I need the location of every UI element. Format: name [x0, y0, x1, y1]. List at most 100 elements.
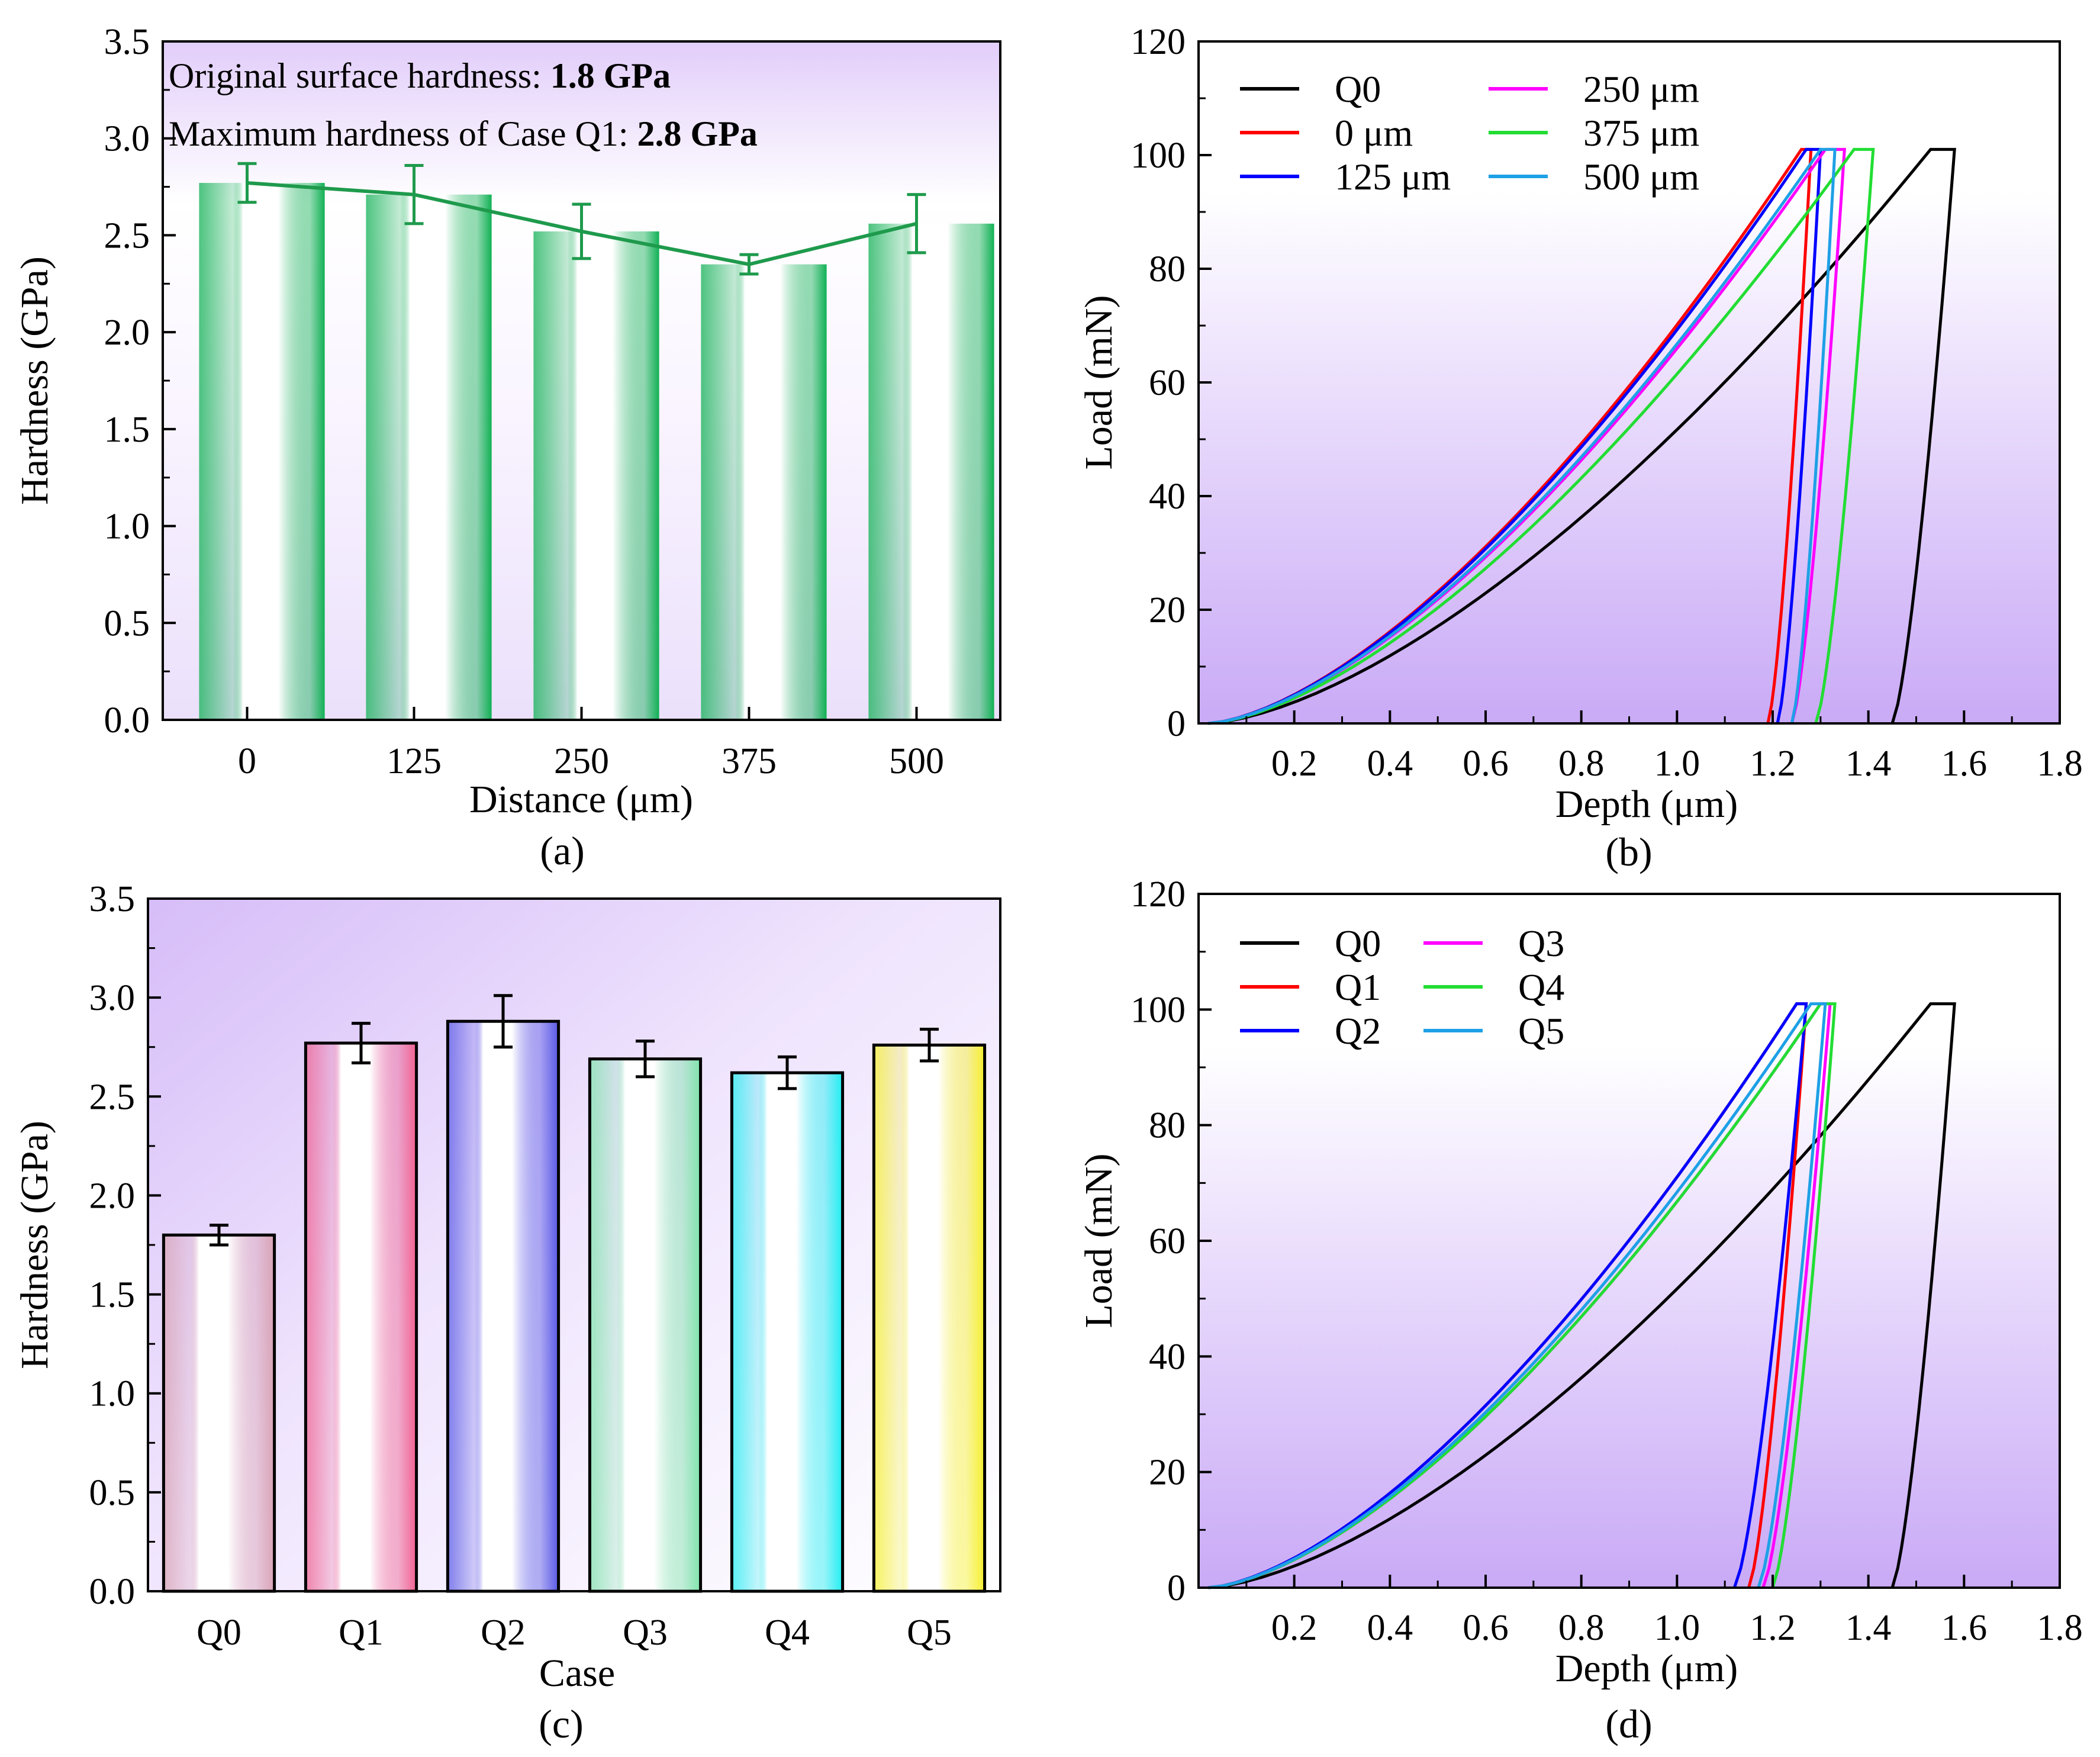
legend-label-125-μm: 125 μm: [1335, 156, 1451, 198]
bar-0: [199, 183, 325, 720]
x-tick-label-Q3: Q3: [623, 1613, 668, 1653]
y-tick-label: 120: [1130, 22, 1186, 62]
panel-a-annotation-1: Original surface hardness: 1.8 GPa: [169, 56, 671, 95]
x-tick-label: 0.2: [1271, 1608, 1318, 1648]
x-tick-label: 1.4: [1845, 744, 1892, 784]
x-tick-label: 1.8: [2037, 1608, 2083, 1648]
x-tick-label: 1.0: [1654, 1608, 1700, 1648]
legend-label-500-μm: 500 μm: [1583, 156, 1699, 198]
x-tick-label-Q2: Q2: [481, 1613, 526, 1653]
x-tick-label-0: 0: [238, 741, 256, 781]
panel-a-annotation-2: Maximum hardness of Case Q1: 2.8 GPa: [169, 114, 758, 153]
legend-label-375-μm: 375 μm: [1583, 112, 1699, 154]
x-tick-label: 1.6: [1941, 1608, 1988, 1648]
legend-label-250-μm: 250 μm: [1583, 68, 1699, 110]
panel-a-x-label: Distance (μm): [469, 778, 693, 821]
legend-label-Q1: Q1: [1335, 966, 1381, 1008]
curve-375-μm: [1207, 147, 1875, 725]
x-tick-label-125: 125: [386, 741, 442, 781]
bar-125: [366, 194, 492, 720]
y-tick-label: 100: [1130, 990, 1186, 1030]
panel-c-y-tick-label: 1.0: [89, 1374, 136, 1414]
y-tick-label: 40: [1149, 1337, 1186, 1377]
bar-Q5: [872, 1043, 987, 1593]
panel-a-bars: [199, 183, 994, 720]
legend-label-Q0: Q0: [1335, 922, 1381, 964]
y-tick-label: 20: [1149, 590, 1186, 630]
panel-d: 0.2 0.4 0.6 0.8 1.0 1.2 1.4 1.6 1.8 0 20 40 60 80 100 1…: [1077, 874, 2083, 1746]
x-tick-label: 1.2: [1750, 744, 1796, 784]
panel-a-y-tick-label: 3.5: [104, 22, 150, 62]
legend-label-0-μm: 0 μm: [1335, 112, 1413, 154]
panel-a-y-label: Hardness (GPa): [13, 256, 56, 505]
x-tick-label: 0.8: [1558, 1608, 1605, 1648]
panel-c-caption: (c): [539, 1701, 583, 1746]
x-tick-label: 0.4: [1367, 744, 1413, 784]
bar-Q4: [730, 1071, 845, 1593]
x-tick-label-375: 375: [722, 741, 777, 781]
bar-500: [868, 223, 994, 720]
curve-Q2: [1207, 1002, 1808, 1589]
legend-label-Q2: Q2: [1335, 1010, 1381, 1052]
panel-d-x-label: Depth (μm): [1555, 1647, 1738, 1690]
curve-Q5: [1207, 1002, 1827, 1589]
panel-a-y-tick-label: 1.5: [104, 410, 150, 450]
panel-d-axes: 0.2 0.4 0.6 0.8 1.0 1.2 1.4 1.6 1.8 0 20 40 60 80 100 1…: [1130, 874, 2083, 1648]
x-tick-label: 1.4: [1845, 1608, 1892, 1648]
x-tick-label: 0.8: [1558, 744, 1605, 784]
panel-b: 0.2 0.4 0.6 0.8 1.0 1.2 1.4 1.6 1.8 0 20 40 60 80 100 1…: [1077, 22, 2083, 874]
panel-a-y-tick-label: 2.0: [104, 313, 150, 353]
panel-c-y-tick-label: 0.0: [89, 1572, 136, 1612]
panel-a-y-tick-label: 3.0: [104, 119, 150, 159]
panel-b-y-label: Load (mN): [1077, 295, 1120, 469]
panel-c-y-label: Hardness (GPa): [13, 1121, 56, 1369]
trend-line: [247, 181, 917, 266]
y-tick-label: 20: [1149, 1453, 1186, 1493]
x-tick-label-Q0: Q0: [197, 1613, 241, 1653]
x-tick-label: 0.2: [1271, 744, 1318, 784]
x-tick-label-Q5: Q5: [907, 1613, 952, 1653]
panel-b-curves: [1207, 147, 1956, 725]
panel-a: 0 125 250 375 500 0.0 0.5 1.0 1.5 2.0 2.5 3.0 3.5 Or…: [13, 22, 1001, 873]
panel-c-y-tick-label: 1.5: [89, 1275, 136, 1315]
panel-d-caption: (d): [1605, 1701, 1652, 1746]
panel-d-y-label: Load (mN): [1077, 1153, 1120, 1328]
y-tick-label: 120: [1130, 874, 1186, 915]
curve-Q4: [1207, 1002, 1837, 1589]
x-tick-label: 0.4: [1367, 1608, 1413, 1648]
x-tick-label: 1.2: [1750, 1608, 1796, 1648]
curve-500-μm: [1207, 147, 1837, 725]
panel-a-caption: (a): [540, 828, 584, 873]
bar-Q3: [588, 1057, 703, 1593]
x-tick-label: 1.8: [2037, 744, 2083, 784]
curve-Q0: [1207, 147, 1956, 725]
panel-d-curves: [1207, 1002, 1956, 1589]
y-tick-label: 80: [1149, 1106, 1186, 1146]
y-tick-label: 0: [1167, 1568, 1186, 1608]
panel-c-plot-background: [148, 899, 1000, 1591]
x-tick-label: 1.6: [1941, 744, 1988, 784]
legend-label-Q4: Q4: [1518, 966, 1564, 1008]
x-tick-label-500: 500: [889, 741, 944, 781]
bar-250: [533, 231, 659, 720]
panel-c: Q0 Q1 Q2 Q3 Q4 Q5 0.0 0.5 1.0 1.5 2.0 2.5 3.0 3.5 Cas…: [13, 879, 1001, 1746]
curve-125-μm: [1207, 147, 1822, 725]
curve-Q0: [1207, 1002, 1956, 1589]
x-tick-label: 0.6: [1463, 744, 1509, 784]
panel-a-y-tick-label: 0.0: [104, 700, 150, 741]
panel-c-axes: Q0 Q1 Q2 Q3 Q4 Q5 0.0 0.5 1.0 1.5 2.0 2.5 3.0 3.5: [89, 879, 1001, 1653]
bar-Q1: [304, 1041, 418, 1593]
x-tick-label-Q4: Q4: [765, 1613, 810, 1653]
x-tick-label: 0.6: [1463, 1608, 1509, 1648]
legend-label-Q3: Q3: [1518, 922, 1564, 964]
panel-a-y-tick-label: 0.5: [104, 603, 150, 643]
y-tick-label: 60: [1149, 1221, 1186, 1262]
panel-a-axes: 0 125 250 375 500 0.0 0.5 1.0 1.5 2.0 2.5 3.0 3.5: [104, 22, 1001, 781]
panel-c-x-label: Case: [539, 1652, 615, 1695]
panel-a-y-tick-label: 2.5: [104, 215, 150, 256]
bar-Q2: [446, 1019, 561, 1593]
x-tick-label-250: 250: [554, 741, 609, 781]
